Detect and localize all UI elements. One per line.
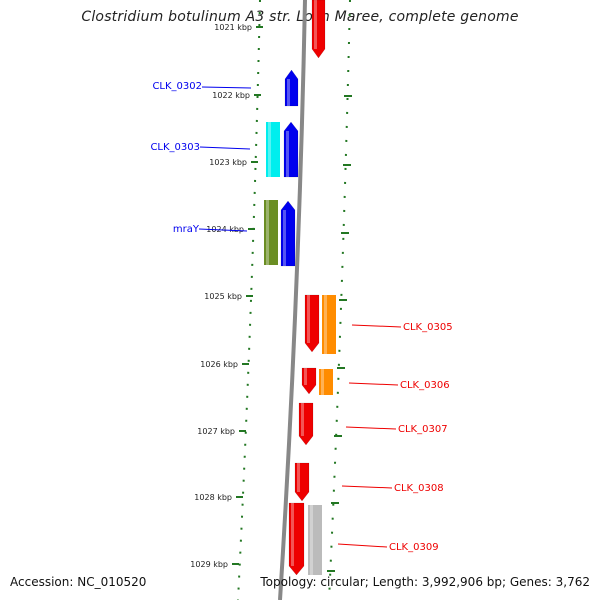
gene-arrow[interactable] [283, 121, 299, 178]
gene-label[interactable]: CLK_0306 [400, 380, 450, 391]
tick-label: 1022 kbp [212, 91, 250, 100]
inner-dotted-ring [237, 0, 261, 600]
gene-arrow[interactable] [304, 294, 320, 353]
gene-highlight [283, 210, 286, 266]
gene-highlight [307, 295, 310, 343]
gene-highlight [291, 503, 294, 566]
tick-label: 1026 kbp [200, 360, 238, 369]
genome-backbone [278, 0, 307, 600]
gene-label[interactable]: CLK_0303 [150, 142, 200, 153]
gene-label[interactable]: mraY [173, 224, 200, 235]
gene-leader-line [345, 426, 397, 430]
gene-highlight [314, 0, 317, 49]
gene-arrow[interactable] [280, 200, 296, 267]
gene-arrow[interactable] [284, 69, 299, 107]
gene-highlight [286, 131, 289, 177]
gene-leader-line [199, 146, 251, 150]
tick-label: 1023 kbp [209, 158, 247, 167]
gene-arrow[interactable] [294, 462, 310, 502]
gene-layer: CLK_0302 CLK_0303 mraY CLK_0305 CLK_0306 CLK_… [150, 0, 453, 576]
outer-dotted-ring [328, 0, 351, 600]
gene-highlight [304, 368, 307, 385]
gene-leader-line [341, 485, 393, 489]
genome-summary-text: Topology: circular; Length: 3,992,906 bp… [260, 575, 590, 589]
feature-highlight [310, 505, 313, 575]
gene-label[interactable]: CLK_0302 [152, 81, 202, 92]
gene-arrow-partial[interactable] [311, 0, 326, 59]
cds-feature[interactable] [264, 200, 278, 265]
map-title: Clostridium botulinum A3 str. Loch Maree… [81, 9, 519, 25]
tick-label: 1029 kbp [190, 560, 228, 569]
gene-leader-line [351, 324, 402, 328]
gene-arrow[interactable] [301, 367, 317, 395]
gene-label[interactable]: CLK_0305 [403, 322, 453, 333]
gene-leader-line [198, 228, 248, 232]
tick-label: 1021 kbp [214, 23, 252, 32]
tick-label: 1027 kbp [197, 427, 235, 436]
feature-highlight [268, 122, 271, 177]
gene-label[interactable]: CLK_0307 [398, 424, 448, 435]
gene-highlight [287, 79, 290, 106]
gene-highlight [301, 403, 304, 436]
accession-text: Accession: NC_010520 [10, 575, 147, 589]
tick-label: 1024 kbp [206, 225, 244, 234]
feature-highlight [266, 200, 269, 265]
tick-label: 1028 kbp [194, 493, 232, 502]
gene-leader-line [337, 543, 388, 548]
gene-leader-line [201, 86, 252, 89]
misc-feature[interactable] [308, 505, 322, 575]
feature-highlight [324, 295, 327, 354]
gene-arrow[interactable] [288, 502, 305, 576]
cds-feature[interactable] [266, 122, 280, 177]
gene-highlight [297, 463, 300, 492]
cds-feature[interactable] [319, 369, 333, 395]
gene-arrow[interactable] [298, 402, 314, 446]
tick-layer: 1021 kbp 1022 kbp 1023 kbp 1024 kbp 1025 kbp… [190, 23, 352, 572]
tick-label: 1025 kbp [204, 292, 242, 301]
feature-highlight [321, 369, 324, 395]
cds-feature[interactable] [322, 295, 336, 354]
gene-leader-line [348, 382, 399, 386]
gene-label[interactable]: CLK_0308 [394, 483, 444, 494]
gene-label[interactable]: CLK_0309 [389, 542, 439, 553]
